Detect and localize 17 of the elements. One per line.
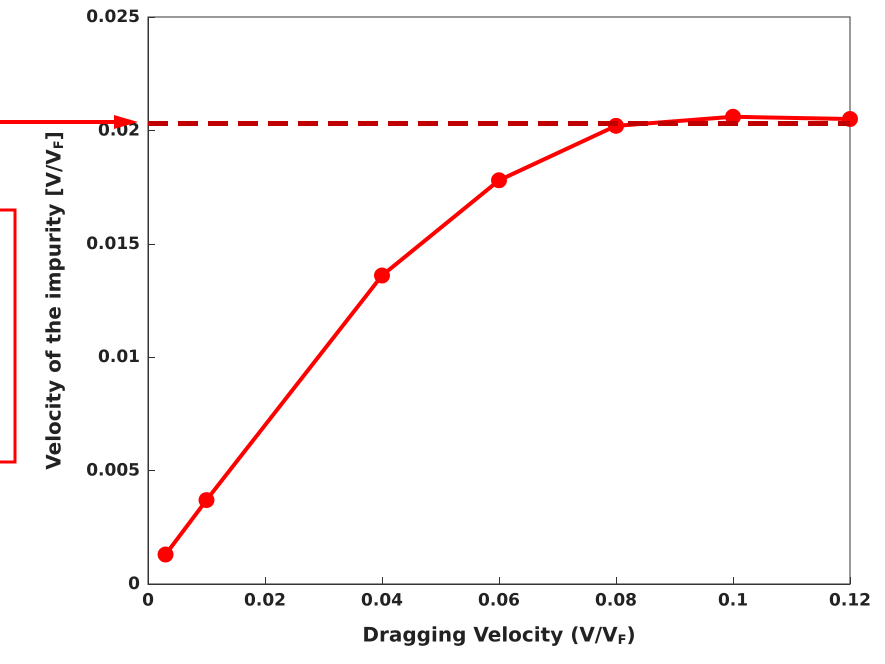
y-tick-label: 0 [128, 574, 140, 594]
x-tick-label: 0.12 [829, 590, 871, 610]
point [491, 172, 507, 188]
x-tick-label: 0.02 [244, 590, 286, 610]
x-tick-label: 0.1 [718, 590, 748, 610]
point [198, 492, 214, 508]
x-tick-label: 0.04 [361, 590, 404, 610]
point [158, 546, 174, 563]
x-tick-label: 0.08 [595, 590, 637, 610]
y-axis-title: Velocity of the impurity [V/VF] [42, 131, 67, 470]
x-tick-label: 0 [142, 590, 154, 610]
point [374, 268, 390, 284]
y-tick-label: 0.01 [98, 347, 140, 368]
y-tick-label: 0.025 [86, 7, 140, 27]
y-tick-label: 0.015 [86, 234, 140, 254]
y-tick-label: 0.005 [86, 460, 140, 481]
x-tick-label: 0.06 [478, 590, 520, 610]
